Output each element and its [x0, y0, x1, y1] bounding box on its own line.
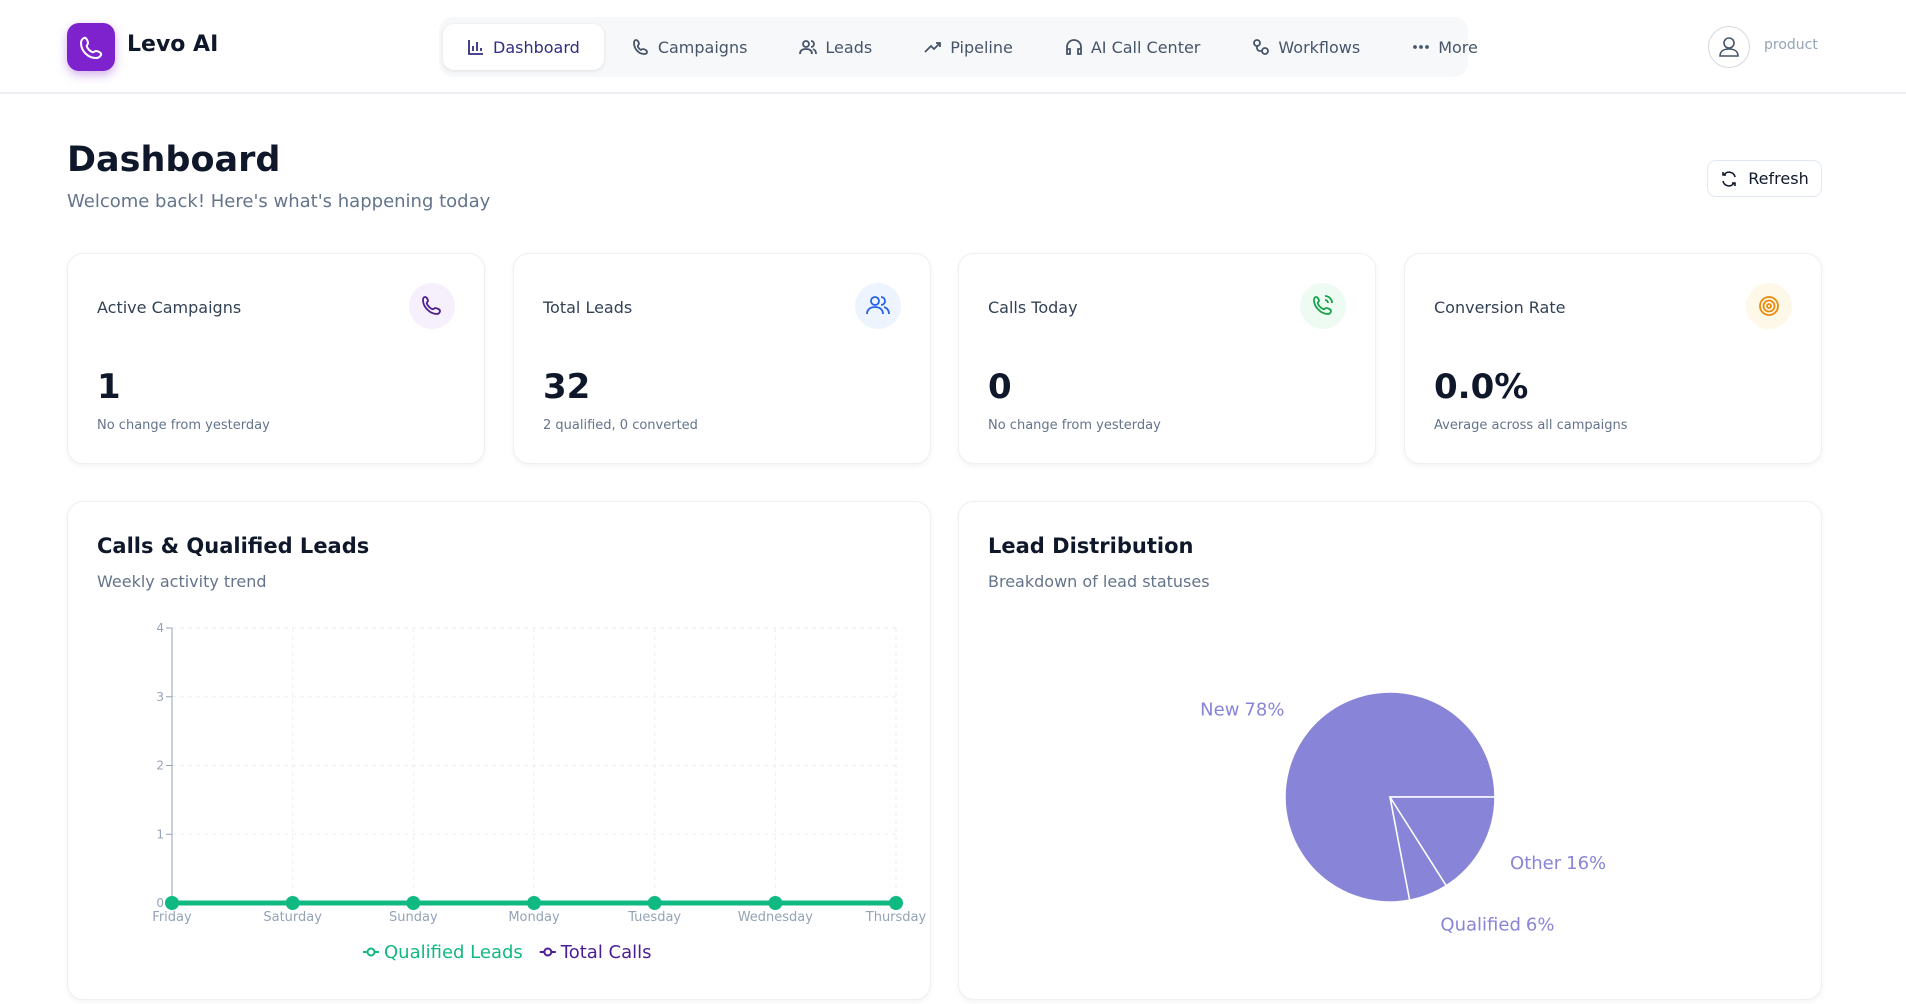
y-tick-label: 0 [156, 896, 164, 910]
y-tick-label: 3 [156, 690, 164, 704]
nav-item[interactable]: Dashboard [443, 24, 604, 70]
stat-note: No change from yesterday [97, 418, 270, 433]
y-tick-label: 1 [156, 827, 164, 841]
legend-item: Total Calls [539, 942, 652, 963]
stat-card: Calls Today 0 No change from yesterday [958, 253, 1376, 464]
legend-label: Qualified Leads [384, 942, 523, 963]
nav: Dashboard Campaigns Leads Pipeline AI Ca… [439, 17, 1478, 77]
series-point [527, 896, 541, 910]
stat-note: Average across all campaigns [1434, 418, 1628, 433]
stat-icon [1746, 283, 1792, 329]
chart-subtitle: Breakdown of lead statuses [988, 572, 1210, 591]
stat-label: Total Leads [543, 298, 633, 317]
refresh-button[interactable]: Refresh [1707, 160, 1822, 197]
chart-subtitle: Weekly activity trend [97, 572, 267, 591]
series-point [889, 896, 903, 910]
series-point [165, 896, 179, 910]
pie-label-value: 78% [1244, 700, 1284, 721]
user-name: product [1764, 37, 1818, 53]
stat-label: Active Campaigns [97, 298, 242, 317]
nav-label: More [1438, 37, 1478, 57]
stat-icon [409, 283, 455, 329]
nav-label: Pipeline [950, 37, 1013, 57]
pie-label-value: 16% [1566, 853, 1606, 874]
stat-icon [855, 283, 901, 329]
stat-label: Conversion Rate [1434, 298, 1566, 317]
series-point [647, 896, 662, 910]
series-point [406, 896, 421, 910]
stat-label: Calls Today [988, 298, 1078, 317]
chart-title: Calls & Qualified Leads [97, 534, 370, 558]
refresh-label: Refresh [1748, 169, 1809, 188]
pie-label-name: Other [1510, 853, 1562, 874]
stat-value: 0 [988, 367, 1012, 407]
stat-card: Active Campaigns 1 No change from yester… [67, 253, 485, 464]
x-tick-label: Tuesday [627, 910, 681, 925]
nav-label: Workflows [1278, 37, 1361, 57]
nav-item[interactable]: Workflows [1228, 24, 1384, 70]
y-tick-label: 2 [156, 759, 164, 773]
stat-note: 2 qualified, 0 converted [543, 418, 698, 433]
nav-item[interactable]: Leads [775, 24, 896, 70]
series-point [285, 896, 300, 910]
stat-icon [1300, 283, 1346, 329]
legend-swatch-dot [543, 947, 553, 957]
x-tick-label: Saturday [263, 910, 322, 925]
nav-label: Leads [825, 37, 873, 57]
stat-card: Total Leads 32 2 qualified, 0 converted [513, 253, 931, 464]
x-tick-label: Friday [152, 910, 192, 925]
x-tick-label: Monday [508, 910, 560, 925]
pie-label: New 78% [1200, 700, 1284, 721]
chart-title: Lead Distribution [988, 534, 1194, 558]
nav-label: AI Call Center [1090, 37, 1201, 57]
nav-label: Campaigns [657, 37, 748, 57]
stat-value: 32 [543, 367, 591, 407]
legend-swatch-dot [366, 947, 376, 957]
line-chart: 0 1 2 3 4 Friday Saturday Sunday Monday Tuesday We… [152, 621, 927, 963]
pie-label: Qualified 6% [1440, 914, 1554, 935]
x-tick-label: Thursday [865, 910, 927, 925]
logo[interactable] [67, 23, 115, 71]
pie-slice [1388, 796, 1496, 887]
series-point [768, 896, 783, 910]
chart-card: Lead Distribution Breakdown of lead stat… [958, 501, 1822, 1000]
stat-value: 0.0% [1434, 367, 1529, 407]
pie-label-name: Qualified [1440, 914, 1520, 935]
y-tick-label: 4 [156, 621, 164, 635]
x-tick-label: Wednesday [738, 910, 814, 925]
page-title: Dashboard [67, 140, 281, 180]
header: Levo AI Dashboard Campaigns Leads Pipeli… [0, 0, 1906, 94]
stat-card: Conversion Rate 0.0% Average across all … [1404, 253, 1822, 464]
chart-card: Calls & Qualified Leads Weekly activity … [67, 501, 931, 1000]
nav-item[interactable]: AI Call Center [1041, 24, 1225, 70]
avatar[interactable] [1708, 26, 1750, 68]
nav-item[interactable]: More [1388, 24, 1502, 70]
stat-value: 1 [97, 367, 121, 407]
nav-label: Dashboard [493, 37, 580, 57]
x-tick-label: Sunday [389, 910, 438, 925]
nav-item[interactable]: Pipeline [900, 24, 1037, 70]
nav-item[interactable]: Campaigns [608, 24, 772, 70]
legend-label: Total Calls [560, 942, 652, 963]
stat-note: No change from yesterday [988, 418, 1161, 433]
legend-item: Qualified Leads [363, 942, 523, 963]
pie-label-name: New [1200, 700, 1239, 721]
page-subtitle: Welcome back! Here's what's happening to… [67, 191, 491, 212]
pie-chart: New 78% Qualified 6% Other 16% [1200, 691, 1606, 935]
pie-label-value: 6% [1526, 914, 1555, 935]
brand: Levo AI [127, 32, 219, 57]
pie-label: Other 16% [1510, 853, 1606, 874]
